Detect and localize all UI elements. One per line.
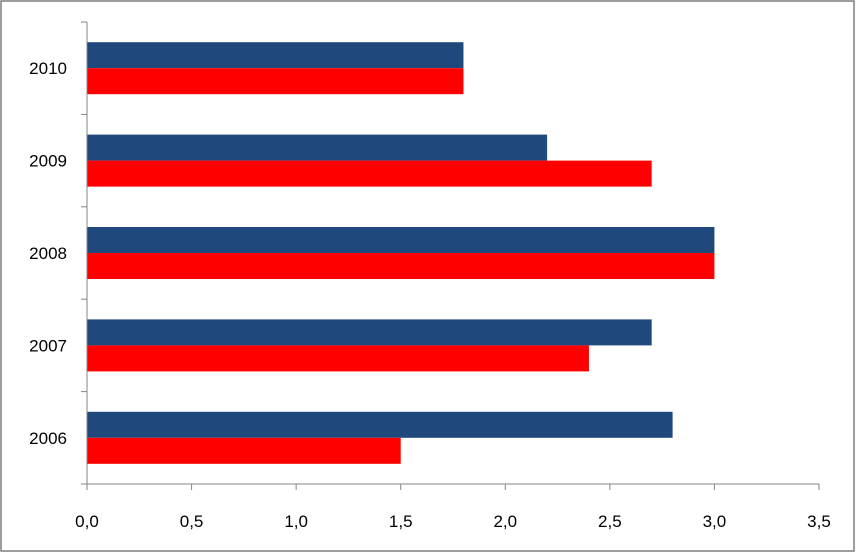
bar-2010-series-2: [87, 68, 464, 95]
y-tick-label-2010: 2010: [29, 59, 67, 78]
bar-2007-series-1: [87, 319, 652, 346]
y-tick-label-2008: 2008: [29, 244, 67, 263]
x-tick-label-6: 3,0: [703, 512, 727, 531]
bar-2008-series-2: [87, 253, 715, 279]
y-tick-label-2007: 2007: [29, 336, 67, 355]
labels-layer: 2006 2007 2008 2009 2010 0,0 0,5 1,0 1,5 2,0 2,5 3,…: [29, 59, 831, 531]
x-tick-label-5: 2,5: [598, 512, 622, 531]
x-tick-label-1: 0,5: [180, 512, 204, 531]
bar-2008-series-1: [87, 227, 715, 253]
y-tick-label-2009: 2009: [29, 152, 67, 171]
bar-2010-series-1: [87, 42, 464, 69]
bars-layer: [87, 42, 715, 464]
x-tick-label-0: 0,0: [75, 512, 99, 531]
bar-2009-series-1: [87, 134, 548, 161]
x-tick-label-4: 2,0: [493, 512, 517, 531]
bar-2006-series-1: [87, 411, 673, 438]
x-tick-label-2: 1,0: [284, 512, 308, 531]
x-tick-label-3: 1,5: [389, 512, 413, 531]
y-tick-label-2006: 2006: [29, 429, 67, 448]
x-tick-label-7: 3,5: [807, 512, 831, 531]
bar-2009-series-2: [87, 160, 652, 187]
bar-2006-series-2: [87, 437, 401, 464]
bar-2007-series-2: [87, 345, 589, 372]
axes-layer: [81, 21, 820, 490]
